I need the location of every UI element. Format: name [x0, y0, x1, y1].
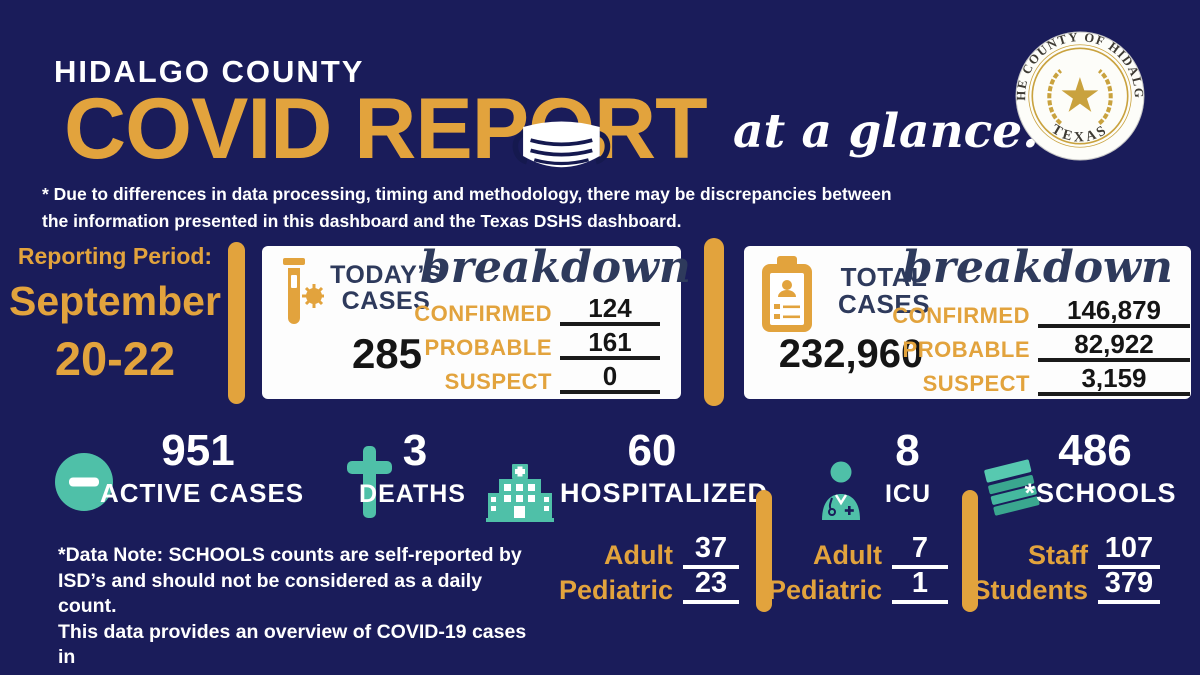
breakdown-row-value: 124 [560, 295, 660, 326]
page-title: COVID REPO RT [64, 86, 708, 172]
schools-label: *SCHOOLS [1024, 478, 1177, 508]
divider-bar [704, 238, 724, 406]
breakdown-row-label: SUSPECT [444, 368, 552, 394]
breakdown-row-label: PROBABLE [902, 336, 1030, 362]
sub-row-label: Staff [1028, 539, 1088, 570]
breakdown-heading: breakdown [420, 242, 691, 293]
county-seal: THE COUNTY OF HIDALGO TEXAS ★ [1014, 30, 1144, 161]
breakdown-heading: breakdown [902, 242, 1173, 293]
sub-row-label: Students [972, 574, 1088, 605]
hospital-icon [486, 464, 554, 522]
breakdown-row-label: SUSPECT [922, 370, 1030, 396]
active-cases-value: 951 [161, 426, 235, 475]
sub-row: Adult 7 [742, 534, 948, 570]
cross-icon [347, 446, 392, 518]
todays-cases-total: 285 [351, 330, 423, 377]
data-note: *Data Note: SCHOOLS counts are self-repo… [58, 544, 527, 675]
todays-cases-card: TODAY’S CASES 285 breakdown CONFIRMED 12… [262, 242, 691, 399]
sub-row-label: Adult [813, 539, 882, 570]
disclaimer-text: * Due to differences in data processing,… [42, 184, 892, 232]
reporting-period-label: Reporting Period: [17, 243, 213, 269]
sub-row-value: 379 [1098, 569, 1160, 604]
county-name: HIDALGO COUNTY [54, 54, 365, 89]
seal-star-icon: ★ [1061, 72, 1099, 120]
breakdown-row: SUSPECT 3,159 [892, 362, 1190, 396]
breakdown-row-value: 0 [560, 363, 660, 394]
divider-bar [756, 490, 772, 612]
books-stack-icon [984, 459, 1040, 516]
breakdown-row-label: CONFIRMED [414, 300, 552, 326]
circle-minus-icon [55, 453, 113, 511]
todays-cases-title: TODAY’S CASES [330, 261, 442, 316]
divider-bar [228, 242, 245, 404]
sub-row-value: 37 [683, 534, 739, 569]
sub-row: Adult 37 [528, 534, 739, 570]
breakdown-row-value: 82,922 [1038, 331, 1190, 362]
doctor-icon [822, 461, 860, 520]
divider-bar [962, 490, 978, 612]
sub-row-value: 7 [892, 534, 948, 569]
sub-row-value: 1 [892, 569, 948, 604]
breakdown-row: CONFIRMED 124 [414, 292, 660, 326]
hospitalized-label: HOSPITALIZED [560, 478, 769, 508]
test-tube-virus-icon [283, 258, 324, 324]
sub-row-label: Pediatric [558, 574, 673, 605]
reporting-period: Reporting Period: September 20-22 [6, 243, 224, 386]
icu-breakdown: Adult 7 Pediatric 1 [742, 534, 948, 605]
face-mask-icon [512, 121, 610, 168]
title-part2: RT [594, 81, 708, 177]
breakdown-row-label: CONFIRMED [892, 302, 1030, 328]
total-cases-card: TOTAL CASES 232,960 breakdown CONFIRMED … [744, 246, 1191, 399]
hospitalized-value: 60 [627, 426, 677, 475]
sub-row: Pediatric 23 [528, 569, 739, 605]
breakdown-row: SUSPECT 0 [414, 360, 660, 394]
deaths-label: DEATHS [359, 480, 466, 508]
breakdown-row: PROBABLE 82,922 [892, 328, 1190, 362]
sub-row: Staff 107 [938, 534, 1160, 570]
breakdown-row-value: 146,879 [1038, 297, 1190, 328]
hospitalized-breakdown: Adult 37 Pediatric 23 [528, 534, 739, 605]
sub-row: Students 379 [938, 569, 1160, 605]
breakdown-row-value: 3,159 [1038, 365, 1190, 396]
sub-row-label: Adult [604, 539, 673, 570]
icu-label: ICU [884, 480, 932, 508]
total-cases-total: 232,960 [778, 332, 924, 376]
icu-value: 8 [895, 426, 920, 475]
reporting-period-days: 20-22 [54, 332, 176, 385]
sub-row: Pediatric 1 [742, 569, 948, 605]
breakdown-row: CONFIRMED 146,879 [892, 294, 1190, 328]
total-cases-title: TOTAL CASES [837, 262, 931, 320]
reporting-period-month: September [9, 278, 221, 324]
deaths-value: 3 [402, 426, 428, 475]
title-part1: COVID REP [64, 81, 529, 177]
active-cases-label: ACTIVE CASES [100, 478, 305, 508]
breakdown-row: PROBABLE 161 [414, 326, 660, 360]
sub-row-value: 23 [683, 569, 739, 604]
sub-row-value: 107 [1098, 534, 1160, 569]
schools-breakdown: Staff 107 Students 379 [938, 534, 1160, 605]
tagline: at a glance.. [733, 104, 1055, 159]
schools-value: 486 [1058, 426, 1132, 475]
breakdown-row-value: 161 [560, 329, 660, 360]
sub-row-label: Pediatric [767, 574, 882, 605]
breakdown-row-label: PROBABLE [424, 334, 552, 360]
clipboard-icon [762, 256, 812, 332]
